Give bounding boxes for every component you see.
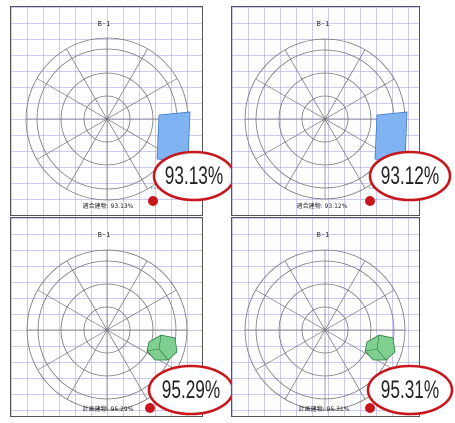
callout-value: 93.13% [165,162,223,190]
caption-text: 計画建物: 95.31% [299,405,350,413]
sky-factor-sector [146,334,178,361]
diagram-title: B-1 [317,231,330,239]
sector-facets [146,334,169,361]
diagram-title: B-1 [98,231,111,239]
callout-oval [368,150,452,202]
callout-dot [365,196,375,206]
caption-text: 計画建物: 95.29% [83,405,134,413]
sky-diagram-2: B-1 適合建物: 93.12% 93.12% [244,20,452,210]
sky-factor-sector [364,334,396,361]
sky-diagram-4: B-1 計画建物: 95.31% 95.31% [244,231,454,416]
caption-text: 適合建物: 93.12% [297,202,348,210]
polar-grid [25,37,189,201]
callout: 95.31% [365,364,454,416]
sector-facets [364,334,387,361]
sky-diagram-3: B-1 計画建物: 95.29% 95.29% [26,231,235,416]
callout: 93.12% [365,150,452,206]
callout: 93.13% [148,150,236,206]
callout: 95.29% [145,364,235,416]
callout-dot [365,403,375,413]
sky-diagram-panel-1: B-1 適合建物: 93.13% 93.13% [10,6,236,216]
diagram-title: B-1 [317,20,330,28]
callout-value: 95.29% [162,376,220,404]
polar-grid [244,249,406,411]
callout-dot [148,196,158,206]
sky-diagram-panel-3: B-1 計画建物: 95.29% 95.29% [10,217,235,417]
sky-diagram-panel-4: B-1 計画建物: 95.31% 95.31% [231,217,454,417]
caption-text: 適合建物: 93.13% [83,202,134,210]
diagram-title: B-1 [98,20,111,28]
sky-diagram-panel-2: B-1 適合建物: 93.12% 93.12% [231,6,452,216]
callout-oval [366,364,454,416]
sky-diagram-1: B-1 適合建物: 93.13% 93.13% [25,20,236,210]
callout-value: 95.31% [381,376,439,404]
callout-dot [145,403,155,413]
callout-value: 93.12% [381,162,439,190]
